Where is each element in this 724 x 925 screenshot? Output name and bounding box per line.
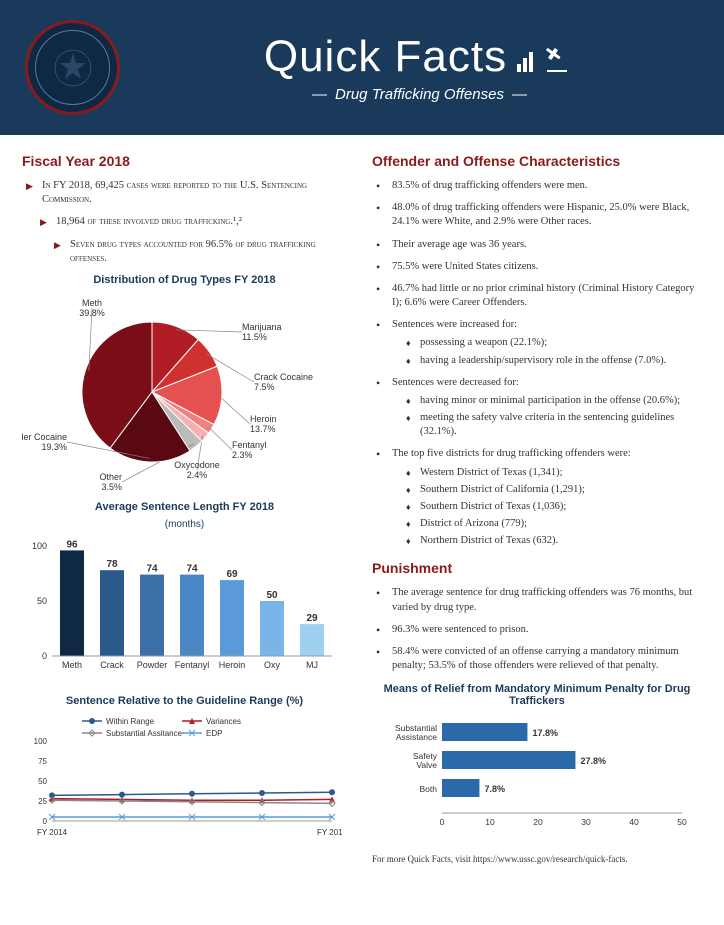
right-column: Offender and Offense Characteristics 83.… [372, 153, 702, 864]
fy-bullet: Seven drug types accounted for 96.5% of … [54, 238, 347, 266]
svg-text:29: 29 [306, 613, 318, 624]
svg-text:30: 30 [581, 817, 591, 827]
svg-text:3.5%: 3.5% [101, 482, 122, 492]
line-chart: Within Range Variances Substantial Assitan… [22, 713, 342, 853]
footnote: For more Quick Facts, visit https://www.… [372, 854, 702, 864]
sub-bullet: Western District of Texas (1,341); [406, 466, 702, 480]
offender-bullet: 75.5% were United States citizens. [376, 260, 702, 274]
svg-text:74: 74 [186, 563, 198, 574]
offender-bullet: 46.7% had little or no prior criminal hi… [376, 282, 702, 310]
bar-subtitle: (months) [22, 519, 347, 530]
chart-gavel-icon [515, 43, 575, 76]
svg-text:Fentanyl: Fentanyl [175, 660, 210, 670]
svg-text:100: 100 [32, 541, 47, 551]
sub-bullet: having a leadership/supervisory role in … [406, 354, 702, 368]
svg-text:100: 100 [34, 737, 48, 746]
svg-text:17.8%: 17.8% [532, 728, 558, 738]
svg-text:40: 40 [629, 817, 639, 827]
svg-text:Powder Cocaine: Powder Cocaine [22, 432, 67, 442]
svg-text:27.8%: 27.8% [580, 756, 606, 766]
fy-bullet: 18,964 of these involved drug traffickin… [40, 215, 347, 229]
svg-text:11.5%: 11.5% [242, 332, 267, 342]
offender-bullet: Their average age was 36 years. [376, 238, 702, 252]
pie-title: Distribution of Drug Types FY 2018 [22, 274, 347, 286]
svg-text:Variances: Variances [206, 717, 241, 726]
svg-text:50: 50 [38, 777, 47, 786]
svg-text:FY 2018: FY 2018 [317, 828, 342, 837]
svg-text:13.7%: 13.7% [250, 424, 276, 434]
sub-bullet: Southern District of Texas (1,036); [406, 500, 702, 514]
svg-text:78: 78 [106, 559, 118, 570]
punishment-bullet: 96.3% were sentenced to prison. [376, 623, 702, 637]
offender-title: Offender and Offense Characteristics [372, 153, 702, 169]
hbar-title: Means of Relief from Mandatory Minimum P… [372, 683, 702, 707]
svg-text:Other: Other [99, 472, 122, 482]
svg-text:Marijuana: Marijuana [242, 322, 282, 332]
svg-text:Valve: Valve [416, 760, 437, 770]
sub-bullet: having minor or minimal participation in… [406, 394, 702, 408]
svg-text:75: 75 [38, 757, 47, 766]
svg-text:Substantial Assitance: Substantial Assitance [106, 729, 183, 738]
svg-text:0: 0 [440, 817, 445, 827]
svg-text:Heroin: Heroin [250, 414, 277, 424]
svg-text:7.5%: 7.5% [254, 382, 275, 392]
svg-text:0: 0 [43, 817, 48, 826]
seal-logo [25, 20, 120, 115]
pie-chart: Meth39.8% Marijuana11.5% Crack Cocaine7.5%… [22, 292, 342, 492]
svg-text:FY 2014: FY 2014 [37, 828, 68, 837]
offender-bullet: The top five districts for drug traffick… [376, 447, 702, 548]
page-subtitle: Drug Trafficking Offenses [140, 86, 699, 103]
svg-text:Meth: Meth [82, 298, 102, 308]
svg-text:MJ: MJ [306, 660, 318, 670]
svg-text:Heroin: Heroin [219, 660, 246, 670]
offender-bullet: Sentences were increased for:possessing … [376, 318, 702, 368]
sub-bullet: Southern District of California (1,291); [406, 483, 702, 497]
offender-bullet: Sentences were decreased for:having mino… [376, 376, 702, 440]
offender-bullet: 83.5% of drug trafficking offenders were… [376, 179, 702, 193]
page-title: Quick Facts [140, 32, 699, 82]
sub-bullet: District of Arizona (779); [406, 517, 702, 531]
svg-text:Fentanyl: Fentanyl [232, 440, 267, 450]
svg-text:50: 50 [266, 590, 278, 601]
svg-text:19.3%: 19.3% [41, 442, 67, 452]
svg-text:Assistance: Assistance [396, 732, 437, 742]
svg-text:2.3%: 2.3% [232, 450, 253, 460]
svg-text:Meth: Meth [62, 660, 82, 670]
fiscal-year-title: Fiscal Year 2018 [22, 153, 347, 169]
hbar-chart: SubstantialAssistance17.8%SafetyValve27.… [372, 713, 702, 843]
svg-text:74: 74 [146, 563, 158, 574]
svg-text:Within Range: Within Range [106, 717, 155, 726]
svg-text:25: 25 [38, 797, 47, 806]
bar-title: Average Sentence Length FY 2018 [22, 501, 347, 513]
svg-text:0: 0 [42, 651, 47, 661]
header: Quick Facts Drug Trafficking Offenses [0, 0, 724, 135]
left-column: Fiscal Year 2018 In FY 2018, 69,425 case… [22, 153, 347, 864]
svg-text:50: 50 [37, 596, 47, 606]
bar-chart: 0 50 100 96 Meth 78 Crack 74 Powder 74 Fentanyl 69 H… [22, 536, 342, 686]
svg-text:2.4%: 2.4% [187, 470, 208, 480]
sub-bullet: Northern District of Texas (632). [406, 534, 702, 548]
sub-bullet: meeting the safety valve criteria in the… [406, 411, 702, 439]
svg-text:EDP: EDP [206, 729, 222, 738]
svg-text:Crack Cocaine: Crack Cocaine [254, 372, 313, 382]
line-title: Sentence Relative to the Guideline Range… [22, 695, 347, 707]
punishment-bullet: The average sentence for drug traffickin… [376, 586, 702, 614]
punishment-title: Punishment [372, 560, 702, 576]
punishment-bullet: 58.4% were convicted of an offense carry… [376, 645, 702, 673]
offender-bullet: 48.0% of drug trafficking offenders were… [376, 201, 702, 229]
svg-text:Both: Both [420, 784, 438, 794]
sub-bullet: possessing a weapon (22.1%); [406, 336, 702, 350]
svg-text:Powder: Powder [137, 660, 168, 670]
fy-bullet: In FY 2018, 69,425 cases were reported t… [26, 179, 347, 207]
svg-text:50: 50 [677, 817, 687, 827]
svg-text:Oxy: Oxy [264, 660, 281, 670]
svg-text:96: 96 [66, 539, 78, 550]
svg-text:Oxycodone: Oxycodone [174, 460, 220, 470]
svg-text:Crack: Crack [100, 660, 124, 670]
svg-text:69: 69 [226, 569, 238, 580]
svg-text:7.8%: 7.8% [484, 784, 505, 794]
svg-text:39.8%: 39.8% [79, 308, 105, 318]
svg-text:20: 20 [533, 817, 543, 827]
svg-text:10: 10 [485, 817, 495, 827]
